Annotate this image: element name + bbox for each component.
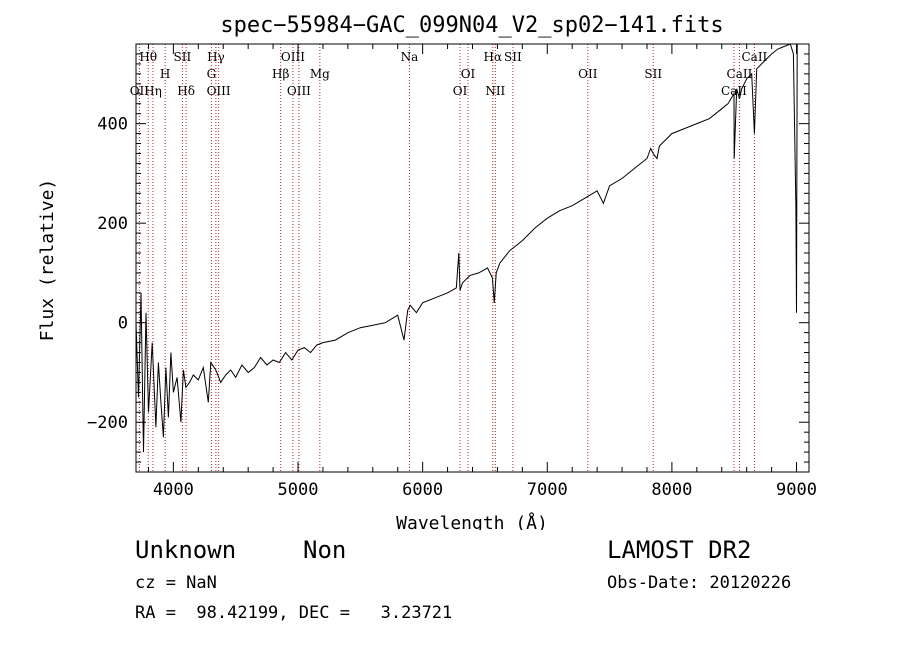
marker-label: OII — [578, 67, 598, 81]
marker-label: SII — [174, 50, 192, 64]
marker-label: CaII — [727, 67, 753, 81]
spectrum-chart: spec−55984−GAC_099N04_V2_sp02−141.fits H… — [37, 13, 817, 530]
y-axis-label: Flux (relative) — [37, 179, 58, 342]
x-tick-label: 6000 — [402, 480, 443, 500]
marker-label: OII — [130, 84, 150, 98]
x-tick-label: 9000 — [776, 480, 817, 500]
x-axis: 4000 5000 6000 7000 8000 9000 — [147, 44, 817, 500]
marker-label: Hα — [484, 50, 503, 64]
marker-label: Na — [401, 50, 419, 64]
redshift-cz: cz = NaN — [135, 573, 217, 593]
x-axis-label: Wavelength (Å) — [396, 512, 548, 530]
y-tick-label: 0 — [118, 314, 128, 334]
marker-label: OIII — [281, 50, 305, 64]
marker-label: Hγ — [207, 50, 225, 64]
survey-name: LAMOST DR2 — [607, 536, 752, 564]
marker-label: OI — [453, 84, 468, 98]
plot-frame — [135, 43, 810, 473]
marker-label: Hθ — [139, 50, 157, 64]
y-tick-label: 400 — [97, 115, 128, 135]
marker-label: H — [160, 67, 170, 81]
marker-label: CaII — [741, 50, 767, 64]
x-tick-label: 4000 — [153, 480, 194, 500]
spectrum-line — [135, 43, 798, 453]
marker-label: Hδ — [177, 84, 195, 98]
x-tick-label: 5000 — [278, 480, 319, 500]
marker-label: SII — [504, 50, 522, 64]
marker-label: SII — [644, 67, 662, 81]
marker-label: OIII — [287, 84, 311, 98]
line-markers: HθOIIHηHSIIHδHγGOIIIOIIIHβOIIIMgNaOIOIHα… — [130, 44, 768, 472]
obs-date: Obs-Date: 20120226 — [607, 573, 792, 593]
marker-label: OIII — [207, 84, 231, 98]
marker-label: G — [207, 67, 217, 81]
marker-label: OI — [461, 67, 476, 81]
x-tick-label: 7000 — [527, 480, 568, 500]
marker-label: Hη — [144, 84, 162, 98]
object-subclass: Non — [303, 536, 347, 564]
object-class: Unknown — [135, 536, 237, 564]
x-tick-label: 8000 — [651, 480, 692, 500]
y-tick-label: 200 — [97, 214, 128, 234]
marker-label: Hβ — [272, 67, 289, 81]
y-tick-label: −200 — [87, 413, 128, 433]
y-axis: −200 0 200 400 — [87, 53, 809, 473]
chart-title: spec−55984−GAC_099N04_V2_sp02−141.fits — [220, 13, 723, 38]
marker-label: NII — [485, 84, 505, 98]
ra-dec: RA = 98.42199, DEC = 3.23721 — [135, 603, 453, 623]
marker-label: Mg — [310, 67, 330, 81]
